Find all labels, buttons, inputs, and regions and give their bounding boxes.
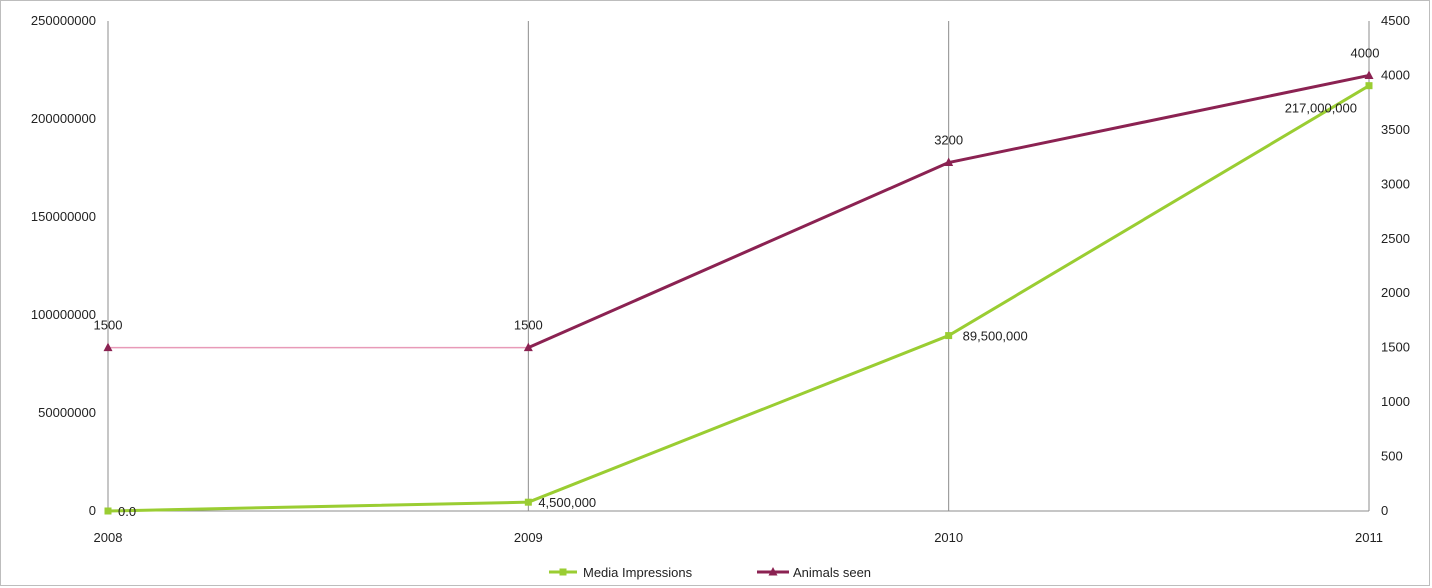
y-left-tick-label: 250000000 bbox=[31, 13, 96, 28]
legend-label-animals-seen: Animals seen bbox=[793, 565, 871, 580]
x-tick-label: 2009 bbox=[514, 530, 543, 545]
y-right-tick-label: 4500 bbox=[1381, 13, 1410, 28]
media-impressions-marker bbox=[1365, 82, 1373, 90]
animals-seen-data-label: 1500 bbox=[94, 318, 123, 333]
legend-marker-media-impressions bbox=[559, 568, 567, 576]
animals-seen-data-label: 4000 bbox=[1351, 45, 1380, 60]
x-tick-label: 2008 bbox=[94, 530, 123, 545]
animals-seen-data-label: 1500 bbox=[514, 318, 543, 333]
y-right-tick-label: 0 bbox=[1381, 503, 1388, 518]
x-tick-label: 2010 bbox=[934, 530, 963, 545]
y-right-tick-label: 2000 bbox=[1381, 285, 1410, 300]
animals-seen-marker bbox=[523, 342, 533, 352]
y-left-tick-label: 150000000 bbox=[31, 209, 96, 224]
x-tick-label: 2011 bbox=[1355, 530, 1383, 545]
media-impressions-marker bbox=[104, 507, 112, 515]
y-right-tick-label: 1500 bbox=[1381, 340, 1410, 355]
animals-seen-data-label: 3200 bbox=[934, 133, 963, 148]
legend-label-media-impressions: Media Impressions bbox=[583, 565, 693, 580]
y-right-tick-label: 1000 bbox=[1381, 394, 1410, 409]
media-impressions-data-label: 0.0 bbox=[118, 504, 136, 519]
y-left-tick-label: 0 bbox=[89, 503, 96, 518]
media-impressions-marker bbox=[524, 498, 532, 506]
y-right-tick-label: 3000 bbox=[1381, 176, 1410, 191]
media-impressions-data-label: 4,500,000 bbox=[538, 495, 596, 510]
media-impressions-marker bbox=[945, 332, 953, 340]
legend-marker-animals-seen bbox=[768, 567, 778, 576]
y-left-tick-label: 200000000 bbox=[31, 111, 96, 126]
animals-seen-marker bbox=[1364, 70, 1374, 79]
y-left-tick-label: 100000000 bbox=[31, 307, 96, 322]
y-right-tick-label: 4000 bbox=[1381, 67, 1410, 82]
animals-seen-marker bbox=[103, 342, 113, 352]
y-right-tick-label: 500 bbox=[1381, 449, 1403, 464]
y-left-tick-label: 50000000 bbox=[38, 405, 96, 420]
animals-seen-marker bbox=[944, 157, 954, 167]
media-impressions-data-label: 217,000,000 bbox=[1285, 101, 1357, 116]
media-impressions-data-label: 89,500,000 bbox=[963, 329, 1028, 344]
series-line-media-impressions bbox=[107, 84, 1370, 513]
y-right-tick-label: 3500 bbox=[1381, 122, 1410, 137]
y-right-tick-label: 2500 bbox=[1381, 231, 1410, 246]
